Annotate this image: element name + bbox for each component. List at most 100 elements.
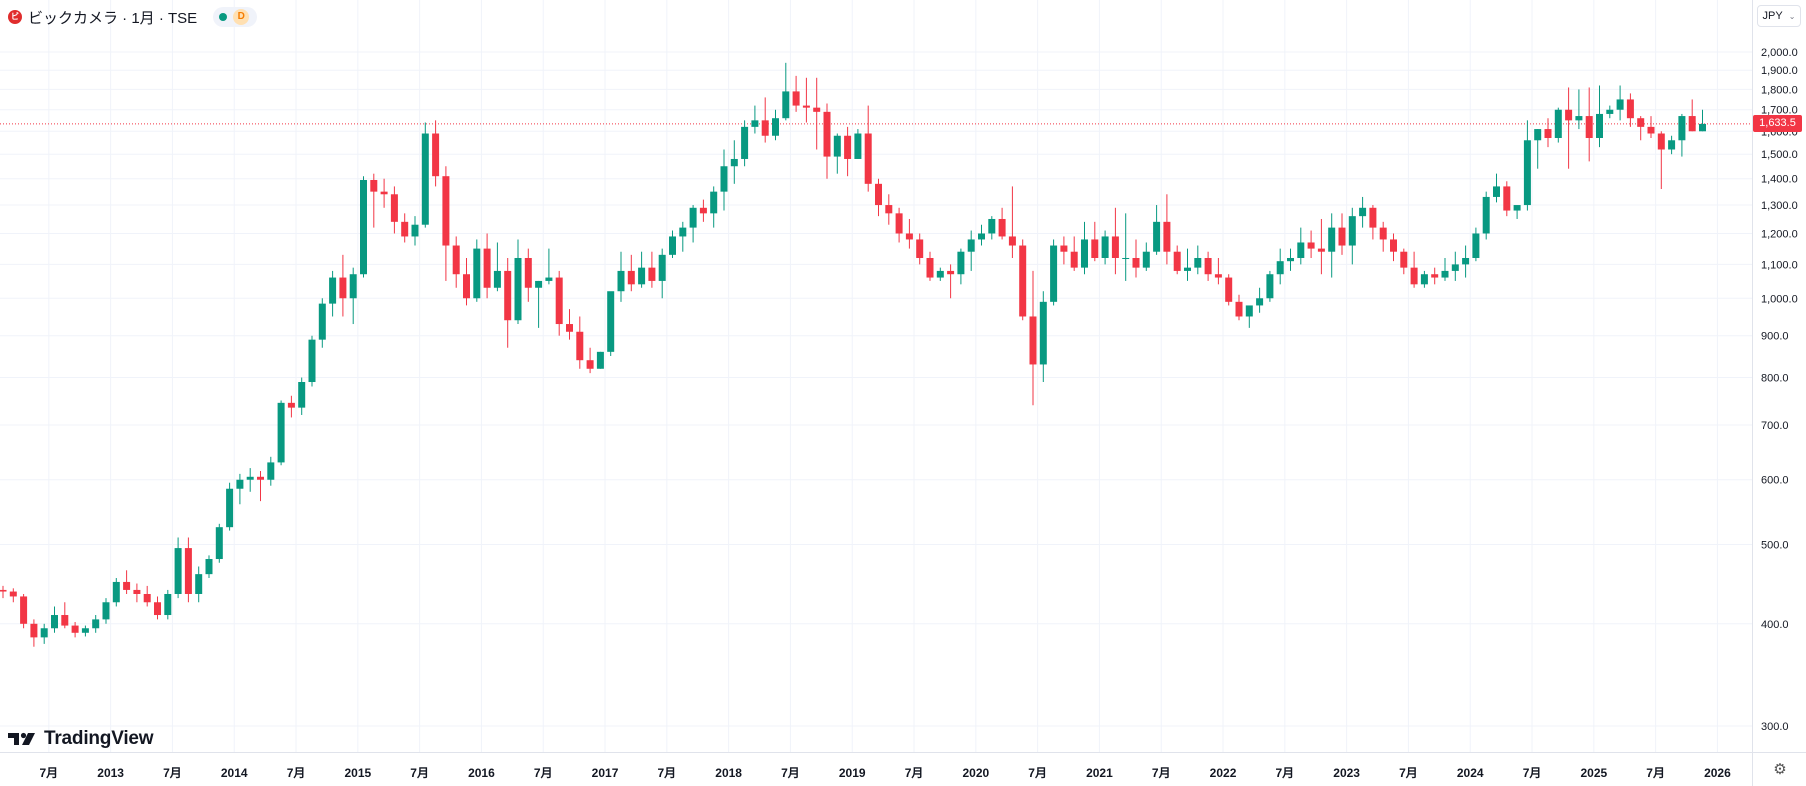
candle-body <box>1328 227 1336 252</box>
candle-body <box>1441 270 1449 278</box>
market-status-icon <box>219 13 228 21</box>
brand-name: TradingView <box>44 728 154 749</box>
time-tick-label: 2014 <box>221 766 248 780</box>
price-tick-label: 2,000.0 <box>1761 47 1798 59</box>
candle-body <box>1626 99 1634 119</box>
candle-body <box>92 619 100 629</box>
candle-body <box>802 105 810 108</box>
candle-body <box>452 245 460 275</box>
time-tick-label: 7月 <box>781 766 800 780</box>
tradingview-logo[interactable]: TradingView <box>8 728 154 750</box>
candle-body <box>1493 186 1500 197</box>
price-tick-label: 1,800.0 <box>1761 84 1798 96</box>
candle-body <box>1039 301 1047 365</box>
time-tick-label: 7月 <box>905 766 924 780</box>
candle-body <box>617 270 625 292</box>
candle-body <box>586 360 594 369</box>
candle-body <box>308 339 316 383</box>
currency-label: JPY <box>1762 10 1783 22</box>
price-tick-label: 600.0 <box>1761 475 1789 487</box>
candle-body <box>772 118 779 136</box>
candle-body <box>833 135 841 157</box>
candle-body <box>730 158 738 167</box>
price-tick-label: 800.0 <box>1761 373 1789 385</box>
candle-body <box>1544 129 1552 139</box>
time-tick-label: 2018 <box>715 766 742 780</box>
candle-body <box>514 257 522 321</box>
candle-body <box>751 120 759 127</box>
candle-body <box>576 331 584 361</box>
candle-body <box>627 270 635 285</box>
price-tick-label: 1,500.0 <box>1761 149 1798 161</box>
last-price-label: 1,633.5 <box>1753 115 1802 133</box>
time-tick-label: 7月 <box>1028 766 1047 780</box>
candle-body <box>1688 116 1696 132</box>
candle-body <box>0 589 7 592</box>
gear-icon[interactable]: ⚙ <box>1773 761 1787 778</box>
candle-body <box>1472 233 1480 258</box>
candle-body <box>1235 301 1243 317</box>
candle-body <box>1554 109 1562 139</box>
candle-body <box>596 351 604 369</box>
candle-body <box>1616 99 1624 110</box>
candle-body <box>102 602 110 620</box>
candle-body <box>1420 274 1428 285</box>
candle-body <box>298 382 306 408</box>
candle-body <box>1142 251 1150 268</box>
candle-body <box>1019 245 1027 317</box>
candle-body <box>483 248 491 288</box>
candle-body <box>236 479 244 489</box>
candle-body <box>411 224 419 237</box>
candle-body <box>401 221 409 237</box>
candle-body <box>1214 274 1222 278</box>
status-pill[interactable]: D <box>213 7 258 27</box>
price-tick-label: 1,900.0 <box>1761 65 1798 77</box>
candle-body <box>226 488 234 528</box>
time-tick-label: 2023 <box>1333 766 1360 780</box>
candle-body <box>1596 113 1603 139</box>
candle-body <box>360 179 367 275</box>
price-axis: 2,000.01,900.01,800.01,700.01,600.01,500… <box>1752 0 1798 786</box>
candle-body <box>555 277 563 325</box>
chart-header: ビ ビックカメラ · 1月 · TSE D <box>8 7 258 27</box>
candle-body <box>689 207 697 228</box>
candle-body <box>916 239 924 258</box>
time-tick-label: 7月 <box>39 766 58 780</box>
currency-selector[interactable]: JPY ⌄ <box>1757 5 1801 27</box>
candle-body <box>1462 257 1470 265</box>
candle-body <box>957 251 965 275</box>
price-tick-label: 700.0 <box>1761 420 1789 432</box>
candle-body <box>1317 248 1325 252</box>
candle-body <box>1132 257 1140 268</box>
candle-body <box>1513 205 1521 211</box>
candle-body <box>854 133 862 159</box>
price-tick-label: 900.0 <box>1761 331 1789 343</box>
candle-body <box>1585 116 1593 139</box>
symbol-title[interactable]: ビックカメラ · 1月 · TSE <box>28 9 198 27</box>
time-tick-label: 7月 <box>163 766 182 780</box>
time-tick-label: 2015 <box>344 766 371 780</box>
candle-body <box>1369 207 1377 228</box>
candles-layer <box>0 62 1706 647</box>
time-tick-label: 7月 <box>287 766 306 780</box>
candle-body <box>1307 242 1315 249</box>
candle-body <box>504 270 512 321</box>
candle-body <box>1008 236 1016 246</box>
candle-body <box>936 270 944 278</box>
candle-body <box>1565 109 1573 121</box>
candle-body <box>1699 123 1706 132</box>
candle-body <box>1256 298 1264 306</box>
candle-body <box>864 133 872 184</box>
candle-body <box>699 207 707 214</box>
candle-body <box>164 593 172 616</box>
candle-body <box>1678 116 1686 141</box>
candle-body <box>1287 257 1294 262</box>
candle-body <box>390 194 398 222</box>
candle-body <box>1204 257 1212 275</box>
time-tick-label: 2019 <box>839 766 866 780</box>
candle-body <box>112 581 120 603</box>
candle-body <box>1637 118 1645 127</box>
time-tick-label: 7月 <box>1399 766 1418 780</box>
candle-body <box>154 602 161 616</box>
